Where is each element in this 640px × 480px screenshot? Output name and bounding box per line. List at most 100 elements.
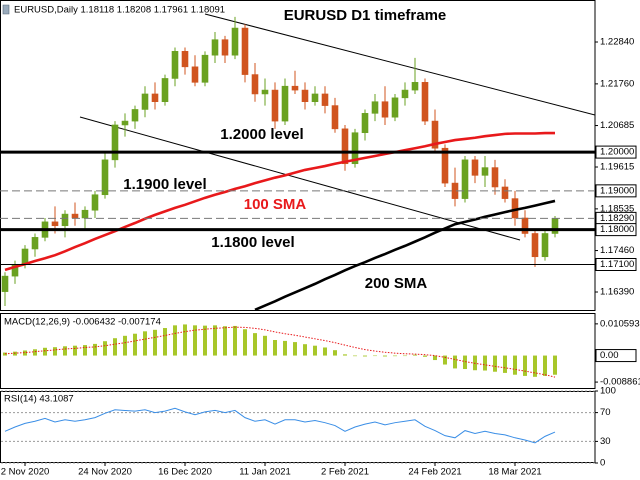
candle-body — [251, 74, 259, 95]
macd-bar — [453, 355, 457, 369]
macd-bar — [533, 355, 537, 377]
macd-bar — [543, 355, 547, 376]
candle-body — [481, 167, 489, 176]
candle-body — [161, 78, 169, 103]
macd-bar — [373, 355, 377, 357]
macd-bar — [103, 341, 107, 356]
candle-body — [401, 89, 409, 99]
macd-bar — [393, 355, 397, 357]
level-box — [595, 257, 637, 271]
macd-bar — [63, 346, 67, 356]
macd-bar — [353, 355, 357, 357]
annotation: 200 SMA — [365, 275, 428, 292]
candle-body — [341, 128, 349, 165]
candle-body — [461, 159, 469, 199]
candle-body — [241, 27, 249, 75]
y-tick-label: 1.20685 — [600, 120, 634, 131]
macd-bar — [123, 335, 127, 356]
candle-body — [531, 233, 539, 258]
macd-bar — [423, 355, 427, 357]
candle-body — [111, 124, 119, 161]
y-tick-label: 1.18535 — [600, 203, 634, 214]
macd-bar — [333, 350, 337, 356]
annotation: 1.1900 level — [123, 176, 206, 193]
candle-body — [551, 218, 559, 234]
macd-bar — [263, 335, 267, 356]
candle-body — [71, 213, 79, 219]
macd-bar — [173, 325, 177, 356]
macd-bar — [463, 355, 467, 370]
candle-body — [541, 233, 549, 258]
macd-bar — [323, 347, 327, 356]
macd-bar — [73, 345, 77, 356]
macd-bar — [283, 340, 287, 356]
symbol-icon — [2, 4, 10, 15]
candle-body — [151, 93, 159, 103]
candle-body — [91, 194, 99, 211]
macd-bar — [443, 355, 447, 365]
candle-body — [31, 237, 39, 250]
trendline — [79, 116, 521, 241]
x-tick-label: 24 Nov 2020 — [78, 467, 132, 478]
y-tick-label: 1.22840 — [600, 37, 634, 48]
x-tick-label: 2 Nov 2020 — [1, 467, 50, 478]
candle-body — [171, 51, 179, 79]
macd-bar — [43, 347, 47, 356]
x-tick-label: 2 Feb 2021 — [321, 467, 369, 478]
y-tick-label: 1.17460 — [600, 245, 634, 256]
y-tick-label: 0.00 — [600, 350, 619, 361]
y-tick-label: 1.19615 — [600, 162, 634, 173]
candle-body — [211, 39, 219, 56]
candle-body — [141, 93, 149, 110]
y-tick-label: 100 — [600, 386, 616, 397]
rsi-line — [4, 407, 556, 444]
level-label: 1.17100 — [600, 259, 634, 270]
level-label: 1.18000 — [600, 224, 634, 235]
candle-body — [61, 213, 69, 227]
chart-title: EURUSD D1 timeframe — [284, 7, 447, 24]
macd-bar — [413, 354, 417, 356]
candle-body — [471, 159, 479, 176]
macd-bar — [193, 325, 197, 356]
candle-body — [81, 209, 89, 219]
level-label: 1.18290 — [600, 213, 634, 224]
candle-body — [411, 82, 419, 91]
rsi-title: RSI(14) 43.1087 — [4, 394, 74, 405]
candle-body — [191, 66, 199, 83]
macd-bar — [523, 355, 527, 376]
macd-bar — [363, 355, 367, 357]
candle-body — [291, 85, 299, 91]
macd-bar — [183, 324, 187, 356]
y-tick-box — [595, 349, 637, 363]
macd-bar — [223, 326, 227, 356]
macd-title: MACD(12,26,9) -0.006432 -0.007174 — [4, 317, 161, 328]
macd-bar — [203, 325, 207, 356]
macd-bar — [553, 355, 557, 375]
macd-bar — [343, 354, 347, 356]
y-tick-label: 1.16390 — [600, 287, 634, 298]
macd-bar — [153, 329, 157, 356]
candle-body — [521, 217, 529, 234]
macd-bar — [513, 355, 517, 375]
macd-panel — [0, 313, 596, 389]
macd-bar — [293, 342, 297, 356]
x-tick-label: 11 Jan 2021 — [239, 467, 291, 478]
level-label: 1.20000 — [600, 147, 634, 158]
symbol-label: EURUSD,Daily 1.18118 1.18208 1.17961 1.1… — [14, 5, 225, 16]
candle-body — [391, 97, 399, 118]
level-box — [595, 223, 637, 237]
macd-bar — [53, 347, 57, 356]
macd-bar — [3, 352, 7, 356]
macd-bar — [233, 325, 237, 356]
macd-bar — [93, 343, 97, 356]
candle-body — [321, 93, 329, 106]
macd-bar — [33, 349, 37, 356]
candle-body — [351, 132, 359, 165]
y-tick-label: 30 — [600, 436, 611, 447]
y-tick-label: 0.010593 — [600, 318, 640, 329]
candle-body — [271, 89, 279, 122]
y-tick-label: 0 — [600, 458, 605, 469]
candle-body — [121, 120, 129, 126]
macd-bar — [23, 350, 27, 356]
